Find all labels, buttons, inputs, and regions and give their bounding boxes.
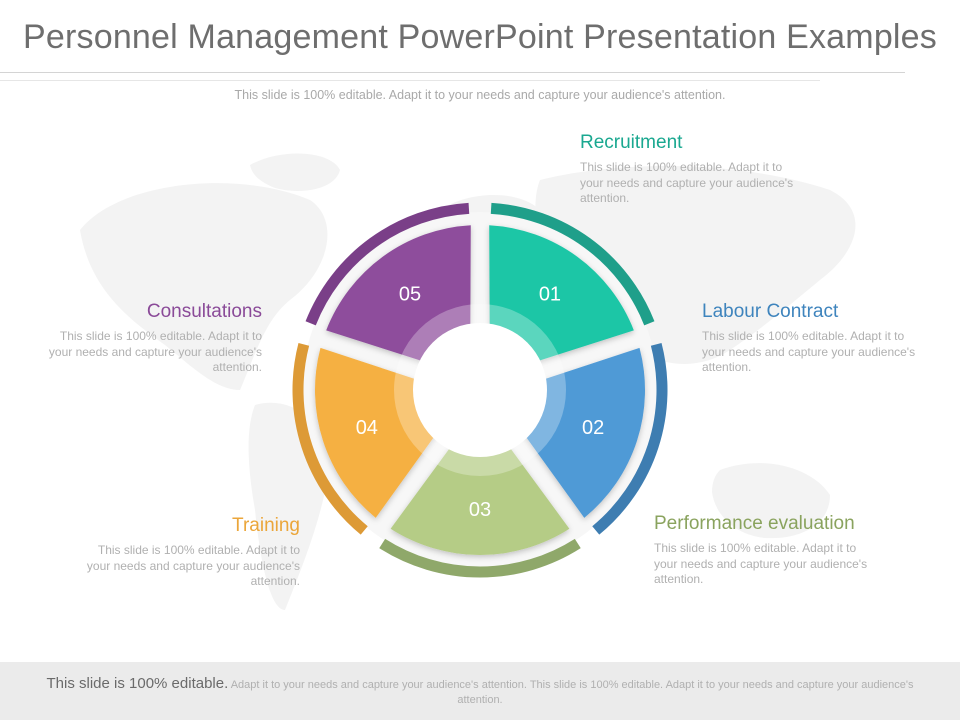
segment-03-text: This slide is 100% editable. Adapt it to… [654, 541, 868, 586]
center-hole [413, 323, 547, 457]
title-divider [0, 72, 905, 73]
segment-04-block: Training This slide is 100% editable. Ad… [85, 515, 300, 590]
footer-lead: This slide is 100% editable. [46, 675, 229, 692]
segment-02-number: 02 [582, 417, 604, 439]
segment-04-sector [315, 347, 437, 518]
segment-02-block: Labour Contract This slide is 100% edita… [702, 301, 917, 376]
segment-05-sector [326, 225, 471, 362]
segment-03-sector [390, 445, 570, 555]
segment-04-number: 04 [356, 417, 378, 439]
segment-03-block: Performance evaluation This slide is 100… [654, 513, 869, 588]
segment-03-number: 03 [469, 499, 491, 521]
segment-05-text: This slide is 100% editable. Adapt it to… [48, 329, 262, 374]
segment-05-title: Consultations [146, 301, 262, 322]
segment-01-sector [489, 225, 634, 362]
segment-01-number: 01 [539, 284, 561, 306]
footer-text: This slide is 100% editable. Adapt it to… [30, 676, 930, 708]
footer-bar: This slide is 100% editable. Adapt it to… [0, 662, 960, 720]
segment-04-text: This slide is 100% editable. Adapt it to… [86, 543, 300, 588]
segment-02-ring-arc [592, 343, 668, 535]
segment-02-sector [523, 347, 645, 518]
segment-04-ring-arc [292, 343, 368, 535]
segment-05-number: 05 [399, 284, 421, 306]
segment-01-text: This slide is 100% editable. Adapt it to… [580, 160, 794, 205]
inner-pie [315, 225, 645, 555]
segment-01-ring-arc [490, 202, 655, 326]
segment-01-title: Recruitment [580, 132, 683, 153]
title-divider-secondary [0, 80, 820, 81]
segment-04-title: Training [232, 515, 300, 536]
outer-ring [292, 202, 668, 578]
segment-05-block: Consultations This slide is 100% editabl… [47, 301, 262, 376]
segment-05-ring-arc [305, 202, 470, 326]
footer-body: Adapt it to your needs and capture your … [230, 679, 914, 706]
segment-03-ring-arc [379, 538, 581, 578]
segment-numbers: 01 02 03 04 05 [356, 284, 605, 521]
segment-03-title: Performance evaluation [654, 513, 855, 534]
slide-subtitle: This slide is 100% editable. Adapt it to… [234, 88, 726, 102]
segment-02-text: This slide is 100% editable. Adapt it to… [702, 329, 916, 374]
segment-01-block: Recruitment This slide is 100% editable.… [580, 132, 795, 207]
segment-02-title: Labour Contract [702, 301, 839, 322]
slide-title: Personnel Management PowerPoint Presenta… [23, 18, 937, 56]
